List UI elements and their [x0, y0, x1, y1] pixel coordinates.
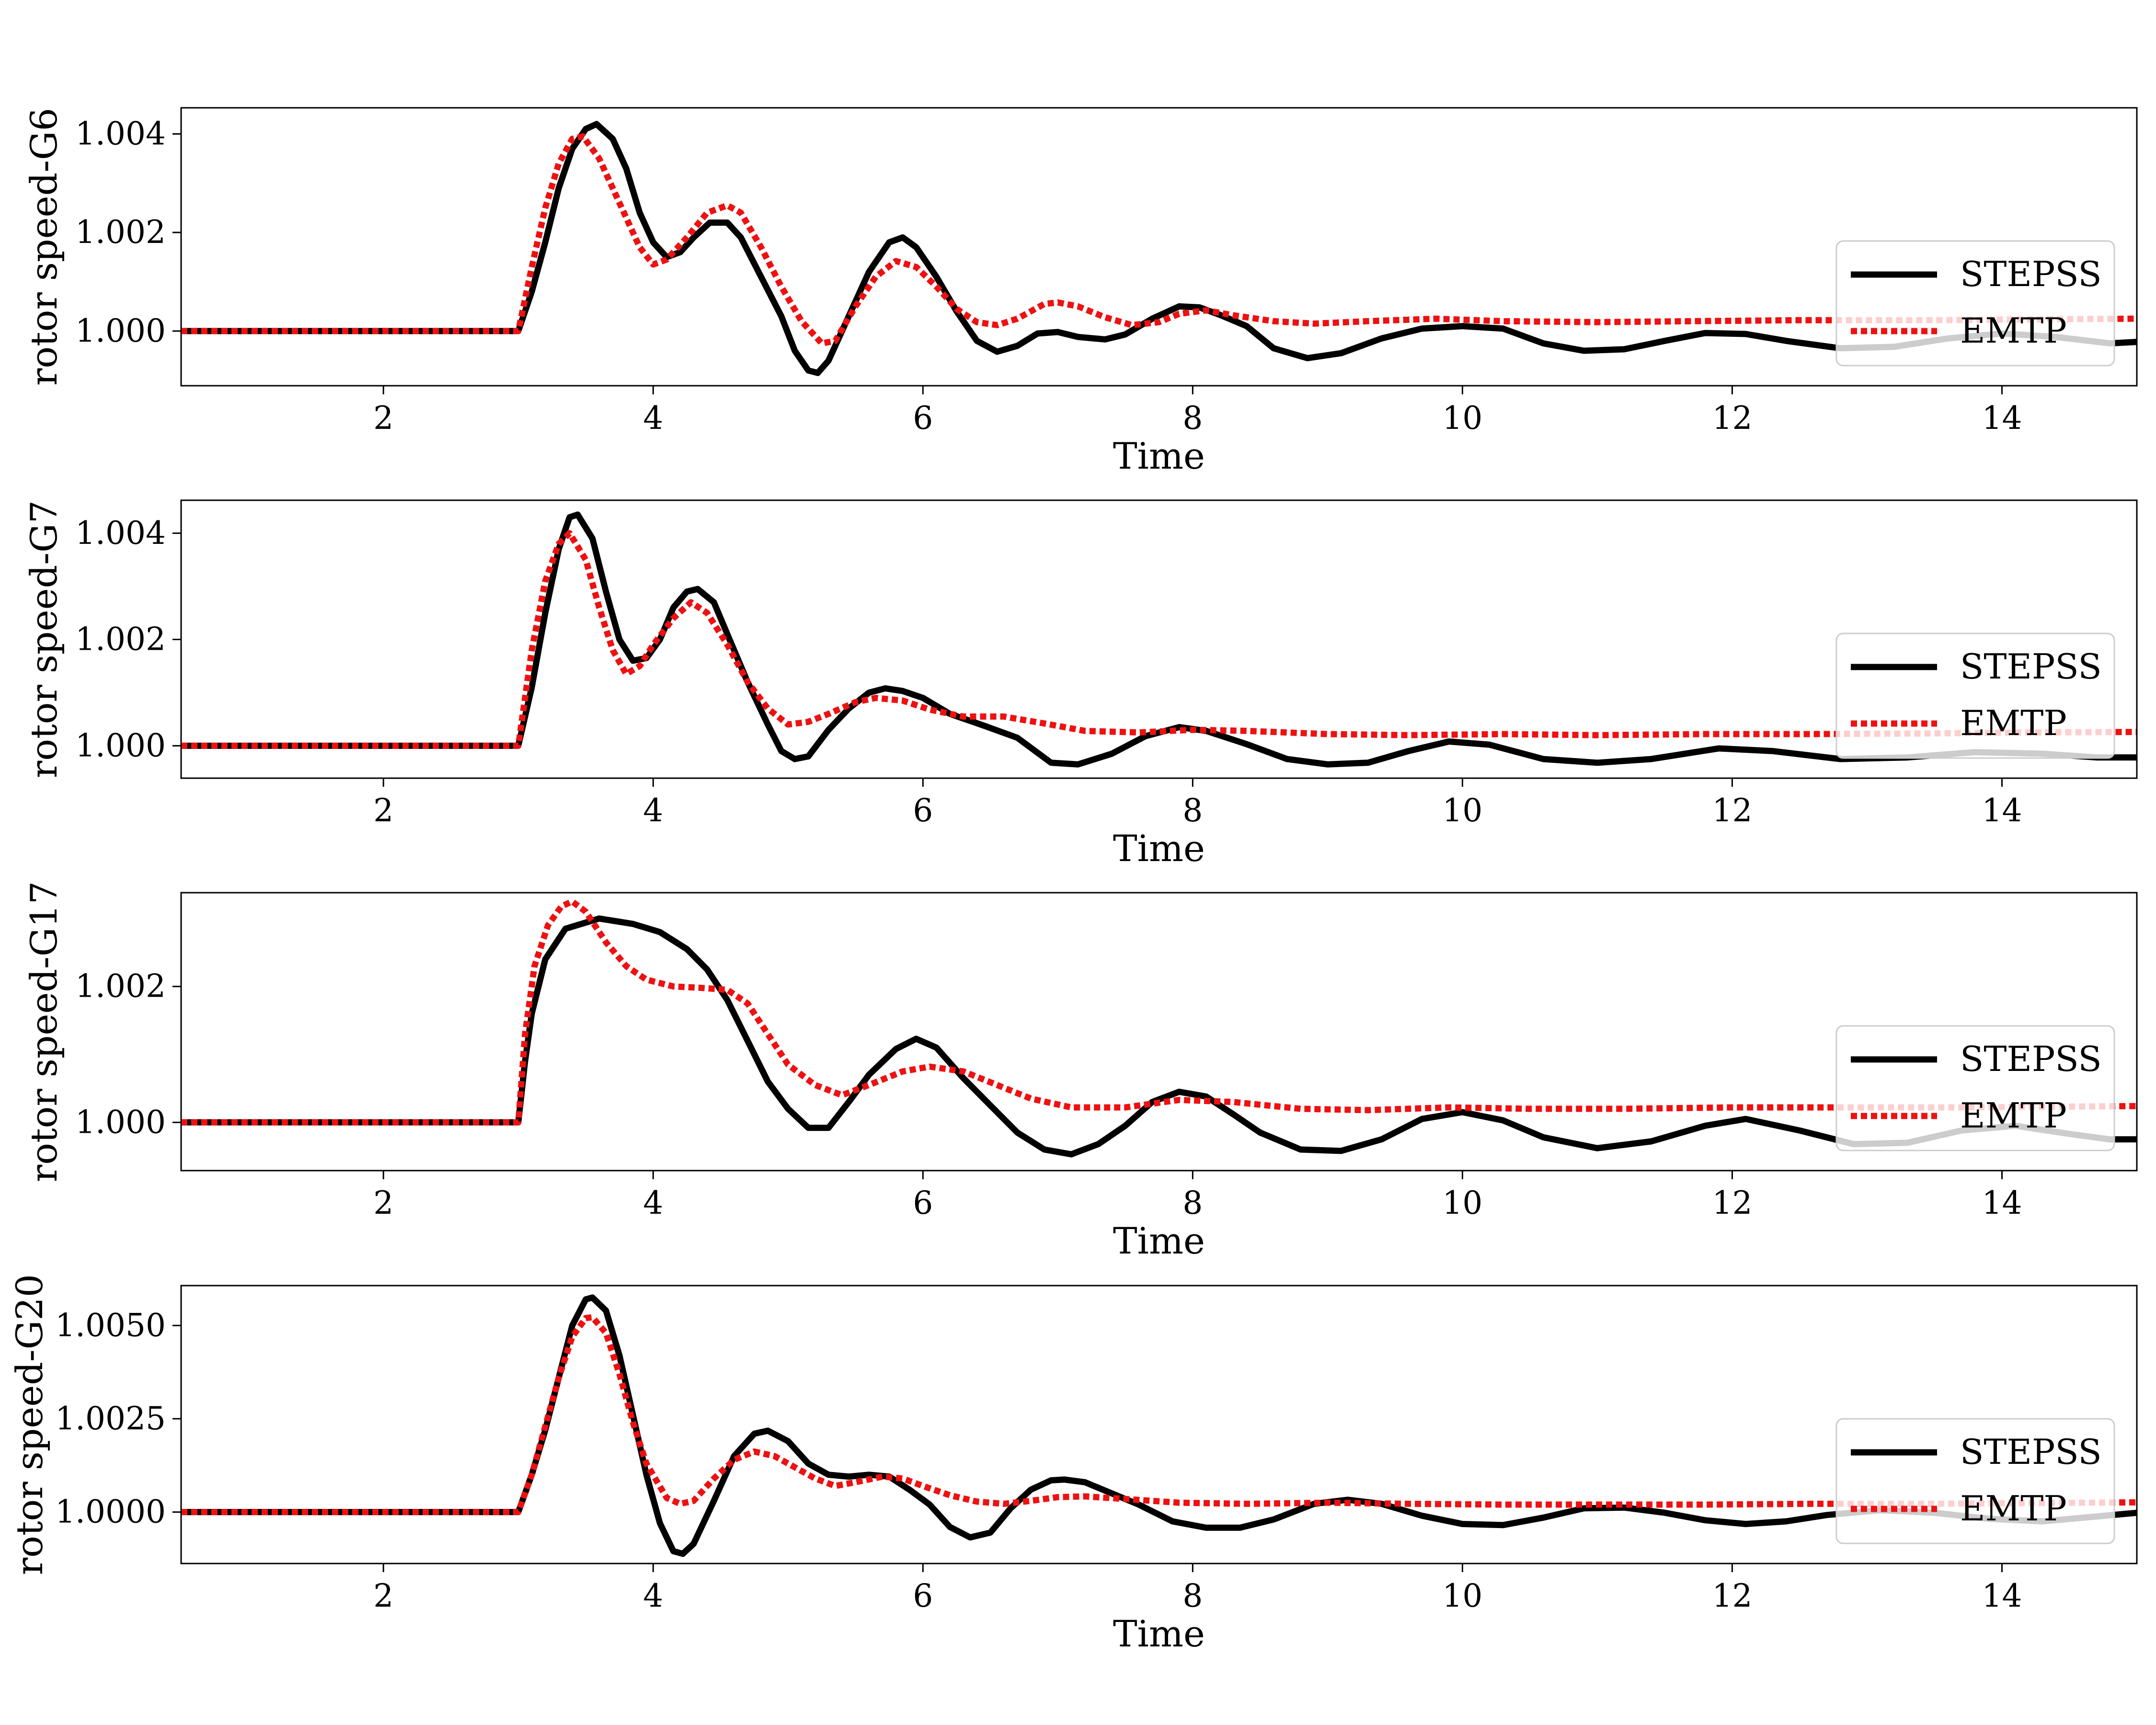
y-tick-label: 1.002	[75, 968, 166, 1005]
x-tick-label: 10	[1442, 1184, 1482, 1221]
legend-label-stepss: STEPSS	[1960, 646, 2102, 687]
y-axis-label: rotor speed-G7	[23, 500, 65, 778]
x-tick-label: 8	[1182, 1184, 1203, 1221]
legend-label-emtp: EMTP	[1960, 1095, 2067, 1136]
x-tick-label: 2	[373, 792, 393, 829]
axes-frame	[180, 892, 2138, 1172]
y-tick-label: 1.000	[75, 727, 166, 764]
legend-label-stepss: STEPSS	[1960, 254, 2102, 294]
x-axis-label: Time	[1113, 435, 1205, 477]
series-group	[181, 1294, 2137, 1557]
legend-label-emtp: EMTP	[1960, 310, 2067, 351]
x-tick-label: 4	[643, 1184, 663, 1221]
series-group	[181, 511, 2137, 768]
x-tick-label: 8	[1182, 792, 1203, 829]
y-tick-label: 1.000	[75, 1104, 166, 1140]
legend: STEPSS EMTP	[1835, 1025, 2115, 1151]
series-emtp-line	[181, 1314, 2137, 1516]
x-tick-label: 10	[1442, 400, 1482, 437]
x-tick-label: 10	[1442, 1577, 1482, 1614]
x-tick-label: 6	[913, 1184, 933, 1221]
series-stepss-line	[181, 511, 2137, 768]
subplot-3: 2 4 6 8 10 12 14 1.000 1.002 Time rotor speed-G17 S…	[23, 881, 2138, 1262]
series-group	[181, 121, 2137, 376]
series-emtp-line	[181, 530, 2137, 749]
subplot-2: 2 4 6 8 10 12 14 1.000 1.002 1.004 Time rotor speed…	[23, 499, 2138, 870]
y-tick-label: 1.004	[75, 515, 166, 552]
x-tick-label: 2	[373, 1184, 393, 1221]
x-tick-label: 8	[1182, 400, 1203, 437]
y-axis-label: rotor speed-G6	[23, 108, 65, 386]
x-tick-label: 6	[913, 792, 933, 829]
y-axis-label: rotor speed-G17	[23, 881, 65, 1182]
series-emtp-line	[181, 133, 2137, 347]
y-tick-label: 1.004	[75, 115, 166, 152]
x-tick-label: 12	[1712, 1577, 1752, 1614]
x-tick-label: 6	[913, 400, 933, 437]
x-tick-label: 10	[1442, 792, 1482, 829]
legend-label-stepss: STEPSS	[1960, 1039, 2102, 1079]
x-tick-label: 12	[1712, 400, 1752, 437]
legend: STEPSS EMTP	[1835, 240, 2115, 367]
series-emtp-line	[181, 898, 2137, 1126]
axes-frame	[180, 107, 2138, 387]
y-tick-label: 1.002	[75, 621, 166, 658]
x-tick-label: 12	[1712, 1184, 1752, 1221]
y-tick-label: 1.0025	[55, 1400, 166, 1437]
series-stepss-line	[181, 121, 2137, 376]
x-tick-label: 14	[1982, 1184, 2022, 1221]
subplot-4: 2 4 6 8 10 12 14 1.0000 1.0025 1.0050 Time rotor sp…	[8, 1274, 2138, 1655]
x-axis-label: Time	[1113, 827, 1205, 870]
series-group	[181, 898, 2137, 1158]
subplot-panels: 2 4 6 8 10 12 14 1.000 1.002 1.004 Time rotor speed…	[8, 107, 2138, 1655]
x-tick-label: 14	[1982, 792, 2022, 829]
x-tick-label: 4	[643, 400, 663, 437]
axes-frame	[180, 1285, 2138, 1564]
x-tick-label: 4	[643, 1577, 663, 1614]
y-tick-label: 1.0000	[55, 1494, 166, 1530]
x-tick-label: 14	[1982, 400, 2022, 437]
y-tick-label: 1.0050	[55, 1307, 166, 1344]
series-stepss-line	[181, 915, 2137, 1158]
x-axis-label: Time	[1113, 1612, 1205, 1655]
y-axis-label: rotor speed-G20	[8, 1274, 51, 1575]
y-tick-label: 1.000	[75, 312, 166, 349]
x-tick-label: 6	[913, 1577, 933, 1614]
subplot-1: 2 4 6 8 10 12 14 1.000 1.002 1.004 Time rotor speed…	[23, 107, 2138, 477]
legend: STEPSS EMTP	[1835, 1418, 2115, 1544]
legend: STEPSS EMTP	[1835, 632, 2115, 759]
x-tick-label: 12	[1712, 792, 1752, 829]
legend-label-emtp: EMTP	[1960, 1488, 2067, 1529]
x-tick-label: 2	[373, 400, 393, 437]
x-tick-label: 14	[1982, 1577, 2022, 1614]
x-tick-label: 8	[1182, 1577, 1203, 1614]
legend-label-emtp: EMTP	[1960, 703, 2067, 743]
x-tick-label: 2	[373, 1577, 393, 1614]
x-axis-label: Time	[1113, 1219, 1205, 1262]
x-tick-label: 4	[643, 792, 663, 829]
legend-label-stepss: STEPSS	[1960, 1432, 2102, 1472]
y-tick-label: 1.002	[75, 214, 166, 251]
